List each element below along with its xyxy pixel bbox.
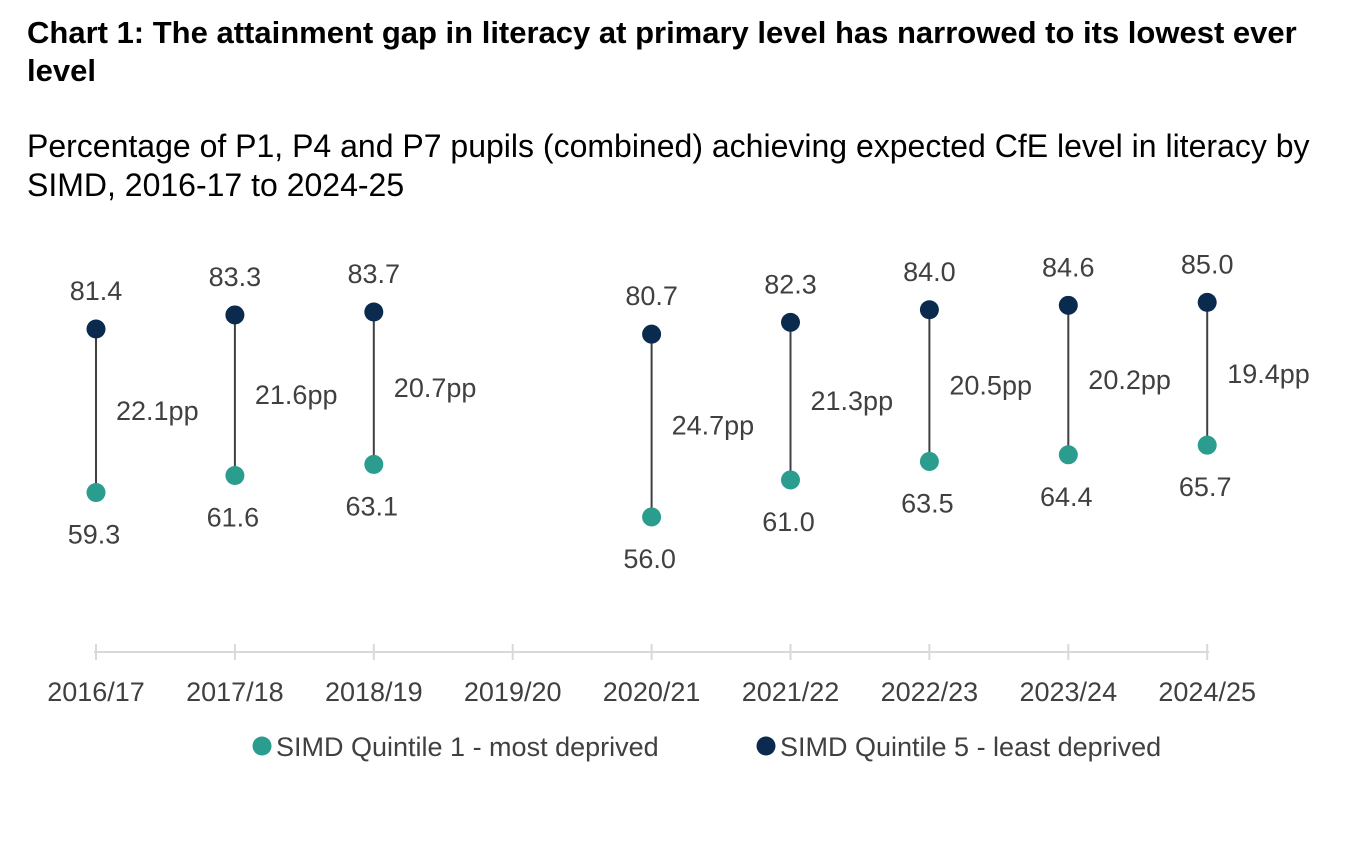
legend-q5-marker bbox=[756, 736, 776, 756]
q1-point bbox=[225, 466, 245, 486]
q5-value-label: 84.0 bbox=[903, 257, 956, 287]
gap-value-label: 20.2pp bbox=[1088, 365, 1171, 395]
x-tick-label: 2017/18 bbox=[186, 677, 284, 707]
x-tick-label: 2022/23 bbox=[881, 677, 979, 707]
q1-point bbox=[364, 454, 384, 474]
q1-value-label: 64.4 bbox=[1040, 482, 1093, 512]
gap-value-label: 20.7pp bbox=[394, 373, 477, 403]
gap-value-label: 24.7pp bbox=[672, 411, 755, 441]
chart-subtitle: Percentage of P1, P4 and P7 pupils (comb… bbox=[27, 128, 1310, 203]
q5-value-label: 82.3 bbox=[764, 269, 817, 299]
gap-value-label: 21.6pp bbox=[255, 380, 338, 410]
q1-value-label: 63.1 bbox=[346, 491, 399, 521]
q5-value-label: 80.7 bbox=[625, 281, 678, 311]
gap-value-label: 21.3pp bbox=[811, 386, 894, 416]
q1-value-label: 61.6 bbox=[207, 503, 260, 533]
x-tick-label: 2020/21 bbox=[603, 677, 701, 707]
q5-point bbox=[1058, 295, 1078, 315]
q5-point bbox=[919, 300, 939, 320]
legend-q1-label: SIMD Quintile 1 - most deprived bbox=[276, 732, 659, 762]
legend-q5-label: SIMD Quintile 5 - least deprived bbox=[780, 732, 1161, 762]
q1-value-label: 61.0 bbox=[762, 507, 815, 537]
q1-value-label: 59.3 bbox=[68, 520, 121, 550]
q5-value-label: 83.7 bbox=[348, 259, 401, 289]
q5-point bbox=[225, 305, 245, 325]
q1-point bbox=[642, 507, 662, 527]
q5-value-label: 85.0 bbox=[1181, 249, 1234, 279]
q5-value-label: 84.6 bbox=[1042, 252, 1095, 282]
x-tick-label: 2018/19 bbox=[325, 677, 423, 707]
q5-point bbox=[1197, 292, 1217, 312]
q1-point bbox=[781, 470, 800, 490]
q5-point bbox=[781, 312, 800, 332]
x-tick-label: 2021/22 bbox=[742, 677, 840, 707]
x-tick-label: 2024/25 bbox=[1158, 677, 1256, 707]
q1-point bbox=[1197, 435, 1217, 455]
q1-point bbox=[1058, 445, 1078, 465]
x-tick-label: 2016/17 bbox=[47, 677, 145, 707]
gap-value-label: 22.1pp bbox=[116, 396, 199, 426]
q5-point bbox=[86, 319, 106, 339]
q1-value-label: 63.5 bbox=[901, 488, 954, 518]
q5-value-label: 81.4 bbox=[70, 276, 123, 306]
q1-point bbox=[86, 483, 106, 503]
legend-q1-marker bbox=[252, 736, 272, 756]
q1-point bbox=[919, 451, 939, 471]
chart-title: Chart 1: The attainment gap in literacy … bbox=[27, 15, 1297, 88]
q5-point bbox=[642, 324, 662, 344]
gap-value-label: 20.5pp bbox=[949, 371, 1032, 401]
x-tick-label: 2023/24 bbox=[1019, 677, 1117, 707]
q5-point bbox=[364, 302, 384, 322]
q5-value-label: 83.3 bbox=[209, 262, 262, 292]
gap-value-label: 19.4pp bbox=[1227, 359, 1310, 389]
x-tick-label: 2019/20 bbox=[464, 677, 562, 707]
q1-value-label: 56.0 bbox=[623, 544, 676, 574]
q1-value-label: 65.7 bbox=[1179, 472, 1232, 502]
